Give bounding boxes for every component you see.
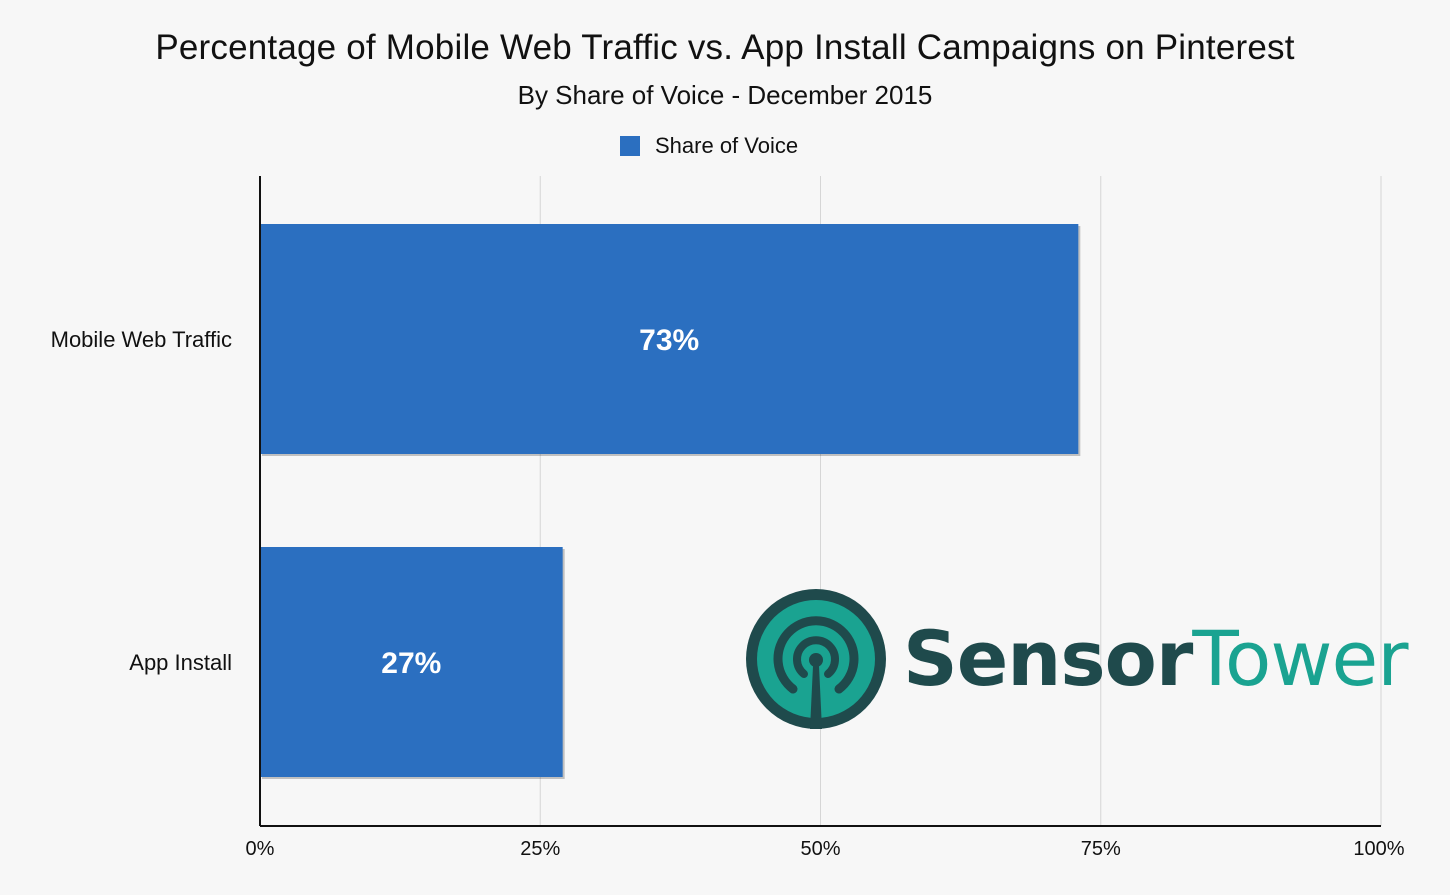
x-tick-label-2: 50% [800, 838, 840, 860]
category-label-0: Mobile Web Traffic [51, 327, 232, 352]
bar-0 [260, 224, 1079, 454]
logo-word-sensor: Sensor [903, 614, 1193, 703]
data-label-1: 27% [381, 647, 441, 680]
legend-label: Share of Voice [655, 133, 799, 158]
data-label-0: 73% [639, 324, 699, 357]
x-tick-label-0: 0% [246, 838, 275, 860]
category-label-1: App Install [129, 650, 232, 675]
chart-title: Percentage of Mobile Web Traffic vs. App… [155, 28, 1295, 67]
logo-word-tower: Tower [1192, 614, 1408, 703]
logo-wordmark: SensorTower [903, 621, 1409, 697]
legend: Share of Voice [620, 132, 798, 160]
x-tick-label-1: 25% [520, 838, 560, 860]
bar-1 [260, 547, 563, 777]
sensor-tower-logo: SensorTower [745, 588, 1409, 730]
x-tick-label-4: 100% [1353, 838, 1404, 860]
chart-subtitle: By Share of Voice - December 2015 [517, 80, 933, 110]
legend-swatch [620, 136, 640, 156]
sensor-tower-antenna-icon [746, 589, 886, 729]
x-tick-label-3: 75% [1081, 838, 1121, 860]
